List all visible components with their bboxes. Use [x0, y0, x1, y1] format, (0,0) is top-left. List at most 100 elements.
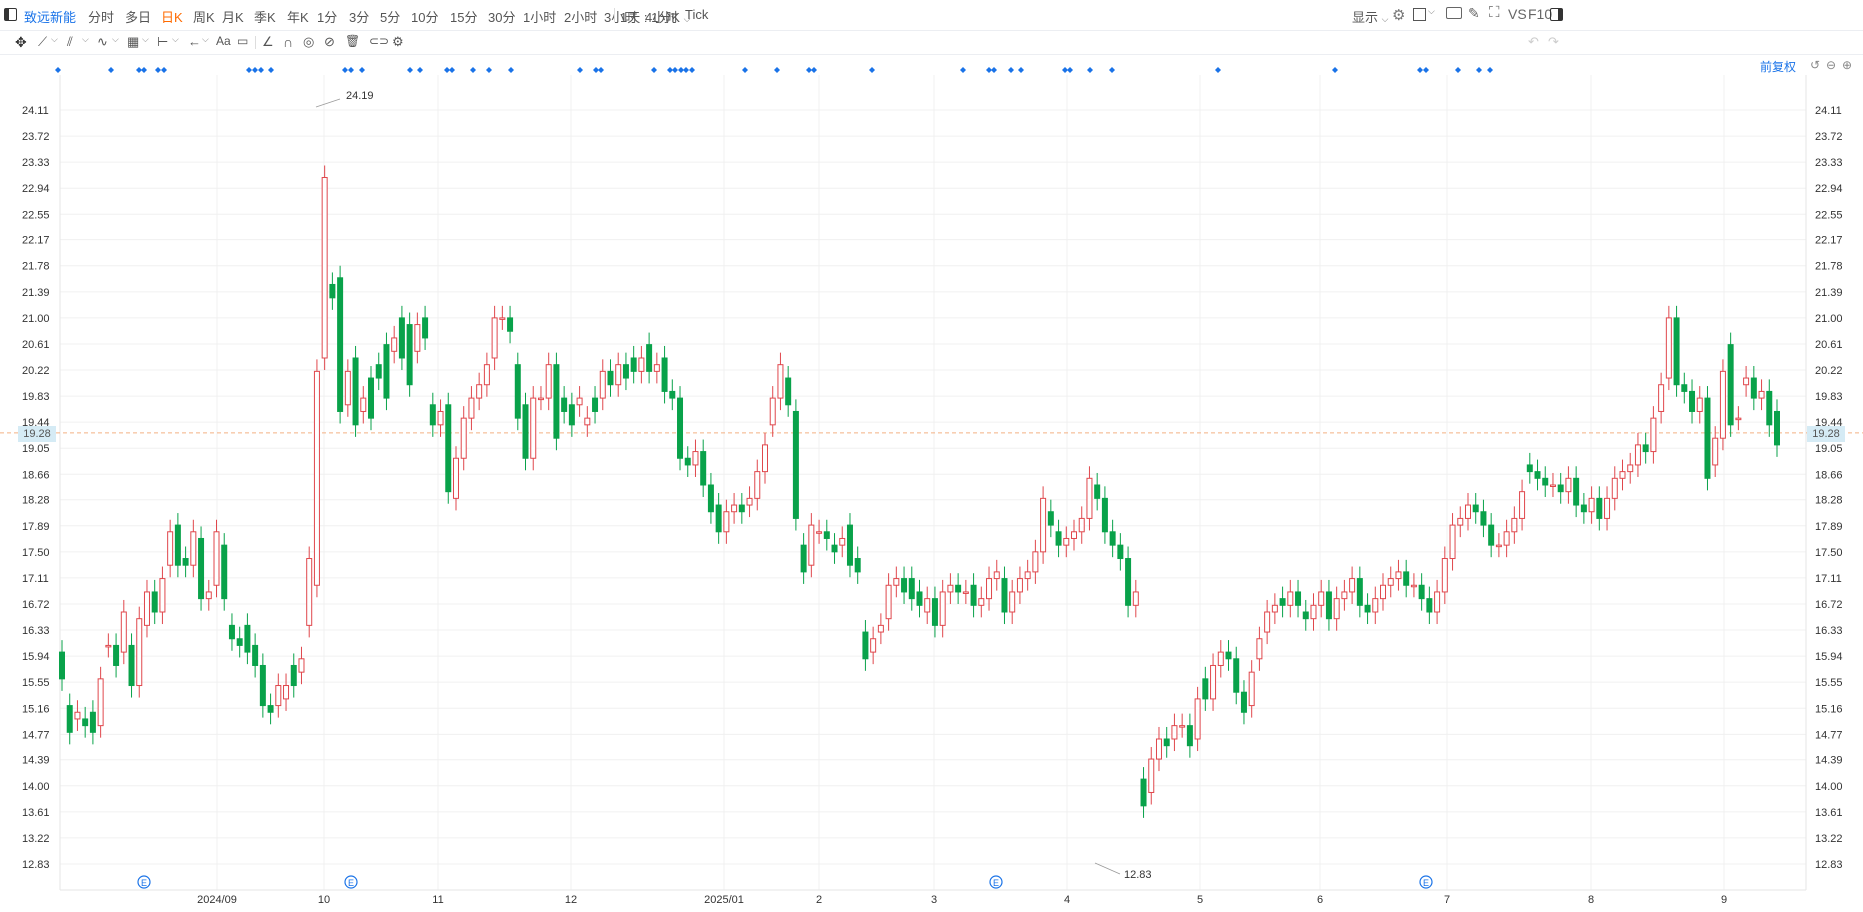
chevron-down-icon: ⌵ — [1381, 14, 1389, 24]
gear-icon[interactable]: ⚙ — [1392, 7, 1406, 24]
chevron-down-icon[interactable]: ⌵ — [51, 34, 58, 44]
candle-body — [128, 644, 135, 687]
chevron-down-icon[interactable]: ⌵ — [1428, 6, 1435, 16]
tab-0[interactable]: 分时 — [88, 10, 115, 25]
chevron-down-icon[interactable]: ⌵ — [112, 34, 119, 44]
candle-body — [468, 397, 475, 419]
event-e-marker — [344, 875, 358, 889]
y-tick-right: 22.17 — [1815, 235, 1843, 247]
zoom-in-icon[interactable]: ⊕ — [1842, 58, 1853, 72]
settings-icon[interactable]: ⚙ — [392, 34, 404, 49]
reset-icon[interactable]: ↺ — [1810, 58, 1821, 72]
candle-body — [669, 390, 676, 399]
candle-body — [1495, 544, 1502, 548]
pen-icon[interactable]: ✎ — [1468, 5, 1480, 21]
event-dot — [1455, 67, 1461, 73]
tab-14[interactable]: 2小时 — [564, 10, 598, 25]
f10-button[interactable]: F10 — [1528, 6, 1553, 22]
event-dot — [1067, 67, 1073, 73]
camera-icon[interactable] — [1446, 7, 1462, 19]
trash-icon[interactable]: 🗑 — [345, 34, 361, 48]
chevron-down-icon[interactable]: ⌵ — [142, 34, 149, 44]
stock-name[interactable]: 致远新能 — [24, 10, 77, 25]
candle-body — [1264, 611, 1271, 633]
tab-16[interactable]: 4小时 — [645, 10, 679, 25]
candle-body — [59, 651, 65, 680]
chevron-down-icon[interactable]: ⌵ — [82, 34, 89, 44]
candle-body — [615, 364, 622, 386]
period-select[interactable]: 1天 : 1分K ⌵ — [620, 10, 691, 25]
event-dot — [577, 67, 583, 73]
candle-body — [1240, 691, 1247, 713]
event-dot — [252, 67, 258, 73]
candle-body — [1032, 551, 1039, 573]
tab-5[interactable]: 季K — [254, 10, 276, 25]
vs-button[interactable]: VS — [1508, 6, 1527, 22]
fullscreen-icon[interactable]: ⛶ — [1489, 4, 1500, 21]
candle-body — [1743, 377, 1750, 386]
move-icon[interactable]: ✥ — [15, 34, 27, 50]
tab-13[interactable]: 1小时 — [523, 10, 557, 25]
y-tick-left: 17.11 — [22, 573, 49, 585]
undo-icon[interactable]: ↶ — [1528, 34, 1539, 49]
panel-toggle-icon[interactable] — [1550, 8, 1563, 21]
candle-body — [120, 611, 127, 653]
redo-icon[interactable]: ↷ — [1548, 34, 1559, 49]
sidebar-toggle-icon[interactable] — [4, 8, 17, 21]
candle-body — [607, 370, 614, 386]
hide-icon[interactable]: ⊘ — [324, 34, 335, 49]
arrow-tool-icon[interactable]: ← — [188, 34, 201, 49]
link-icon[interactable]: ⊂⊃ — [369, 34, 390, 48]
chevron-down-icon: ⌵ — [683, 14, 691, 24]
tab-10[interactable]: 10分 — [411, 10, 439, 25]
angle-tool-icon[interactable]: ∠ — [262, 34, 274, 49]
candle-body — [653, 364, 660, 372]
adjust-mode[interactable]: 前复权 — [1760, 60, 1797, 74]
line-tool-icon[interactable]: ⟋ — [38, 34, 48, 49]
display-menu[interactable]: 显示 ⌵ — [1352, 10, 1389, 25]
kline-chart[interactable]: 24.11 24.11 23.72 23.72 23.33 23.33 22.94 22.94… — [0, 55, 1863, 912]
y-tick-left: 21.39 — [22, 287, 50, 299]
tab-12[interactable]: 30分 — [488, 10, 516, 25]
y-tick-right: 22.94 — [1815, 183, 1843, 195]
layout-square-icon[interactable] — [1413, 8, 1426, 21]
eye-icon[interactable]: ◎ — [303, 34, 315, 49]
chevron-down-icon[interactable]: ⌵ — [172, 34, 179, 44]
tab-15[interactable]: 3小时 — [604, 10, 638, 25]
tab-11[interactable]: 15分 — [450, 10, 478, 25]
fib-tool-icon[interactable]: ▦ — [127, 34, 140, 49]
candle-body — [1673, 317, 1680, 386]
tab-2[interactable]: 日K — [161, 10, 183, 25]
tab-6[interactable]: 年K — [287, 10, 309, 25]
y-tick-right: 17.50 — [1815, 547, 1843, 559]
y-tick-right: 14.77 — [1815, 729, 1843, 741]
tab-9[interactable]: 5分 — [380, 10, 401, 25]
zoom-out-icon[interactable]: ⊖ — [1826, 58, 1837, 72]
event-dot — [407, 67, 413, 73]
candle-body — [800, 544, 807, 573]
candle-body — [414, 324, 421, 352]
tab-3[interactable]: 周K — [193, 10, 215, 25]
candle-body — [530, 397, 537, 459]
chevron-down-icon[interactable]: ⌵ — [202, 34, 209, 44]
y-tick-left: 16.33 — [22, 625, 50, 637]
tab-17[interactable]: Tick — [685, 7, 709, 22]
text-tool-icon[interactable]: Aa — [216, 34, 231, 48]
x-tick: 9 — [1721, 894, 1727, 906]
y-tick-left: 21.78 — [22, 261, 50, 273]
tab-4[interactable]: 月K — [222, 10, 244, 25]
candle-body — [901, 578, 908, 593]
comment-tool-icon[interactable]: ▭ — [237, 34, 249, 48]
candle-body — [1619, 471, 1626, 479]
wave-tool-icon[interactable]: ∿ — [97, 34, 108, 49]
candle-body — [638, 357, 645, 372]
channel-tool-icon[interactable]: ⫽ — [67, 34, 73, 49]
event-dot — [1109, 67, 1115, 73]
tab-8[interactable]: 3分 — [349, 10, 370, 25]
magnet-icon[interactable]: ∩ — [283, 34, 294, 50]
tab-7[interactable]: 1分 — [317, 10, 338, 25]
event-dot — [136, 67, 142, 73]
event-dot — [359, 67, 365, 73]
measure-tool-icon[interactable]: ⊢ — [157, 34, 169, 49]
tab-1[interactable]: 多日 — [125, 10, 152, 25]
